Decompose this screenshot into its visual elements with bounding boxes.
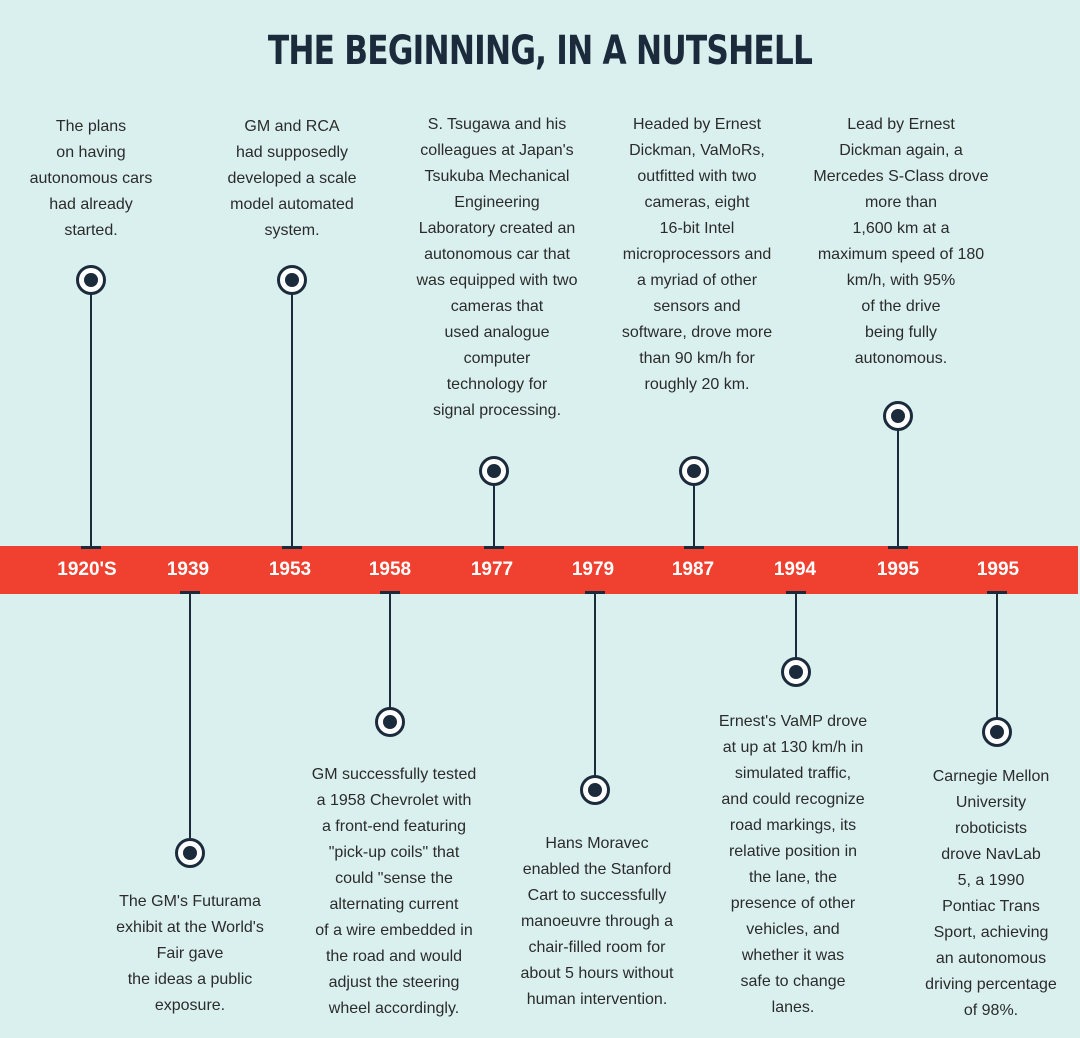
event-year: 1995 — [976, 559, 1020, 580]
connector-line — [189, 592, 191, 838]
event-description: Lead by Ernest Dickman again, a Mercedes… — [813, 116, 989, 367]
event-description: GM successfully tested a 1958 Chevrolet … — [311, 766, 477, 1017]
timeline-band — [0, 546, 1078, 594]
connector-line — [90, 294, 92, 548]
timeline-node-icon — [580, 775, 610, 805]
event-year: 1994 — [773, 559, 817, 580]
event-description: S. Tsugawa and his colleagues at Japan's… — [416, 116, 578, 419]
connector-cap — [786, 591, 806, 594]
event-description: GM and RCA had supposedly developed a sc… — [227, 118, 357, 239]
connector-line — [291, 294, 293, 548]
event-year: 1953 — [268, 559, 312, 580]
connector-cap — [585, 591, 605, 594]
event-description: Hans Moravec enabled the Stanford Cart t… — [520, 835, 674, 1008]
event-year: 1920'S — [57, 559, 117, 580]
connector-cap — [684, 546, 704, 549]
event-year: 1958 — [368, 559, 412, 580]
event-year: 1977 — [470, 559, 514, 580]
event-year: 1987 — [671, 559, 715, 580]
timeline-node-icon — [781, 657, 811, 687]
connector-cap — [81, 546, 101, 549]
connector-line — [594, 592, 596, 776]
connector-cap — [484, 546, 504, 549]
timeline-node-icon — [679, 456, 709, 486]
connector-line — [693, 484, 695, 548]
event-year: 1995 — [876, 559, 920, 580]
connector-cap — [282, 546, 302, 549]
page-title: THE BEGINNING, IN A NUTSHELL — [267, 28, 813, 74]
event-description: Headed by Ernest Dickman, VaMoRs, outfit… — [621, 116, 773, 393]
timeline-node-icon — [883, 401, 913, 431]
connector-cap — [888, 546, 908, 549]
event-description: Ernest's VaMP drove at up at 130 km/h in… — [718, 713, 868, 1016]
event-year: 1979 — [571, 559, 615, 580]
event-description: The plans on having autonomous cars had … — [29, 118, 153, 239]
connector-cap — [180, 591, 200, 594]
event-description: The GM's Futurama exhibit at the World's… — [116, 893, 264, 1014]
connector-line — [897, 429, 899, 548]
timeline-node-icon — [375, 707, 405, 737]
timeline-node-icon — [76, 265, 106, 295]
connector-line — [996, 592, 998, 718]
event-year: 1939 — [166, 559, 210, 580]
timeline-node-icon — [479, 456, 509, 486]
event-description: Carnegie Mellon University roboticists d… — [925, 768, 1057, 1019]
connector-cap — [380, 591, 400, 594]
connector-line — [493, 484, 495, 548]
timeline-node-icon — [175, 838, 205, 868]
timeline-node-icon — [982, 717, 1012, 747]
connector-line — [389, 592, 391, 708]
connector-cap — [987, 591, 1007, 594]
timeline-node-icon — [277, 265, 307, 295]
connector-line — [795, 592, 797, 658]
